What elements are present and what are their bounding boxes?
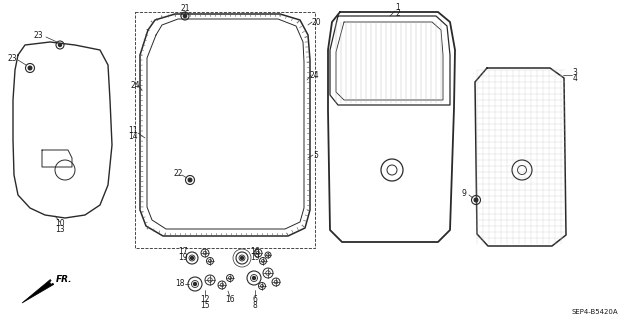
Text: 9: 9 <box>461 188 467 197</box>
Circle shape <box>253 276 255 279</box>
Text: 10: 10 <box>55 220 65 228</box>
Text: 16: 16 <box>250 247 260 257</box>
Text: 18: 18 <box>175 279 185 289</box>
Text: 23: 23 <box>7 53 17 62</box>
Text: 16: 16 <box>225 294 235 303</box>
Circle shape <box>474 198 478 202</box>
Text: 1: 1 <box>396 3 401 12</box>
Circle shape <box>58 44 61 46</box>
Circle shape <box>191 257 193 260</box>
Circle shape <box>188 178 192 182</box>
Text: 4: 4 <box>573 74 577 83</box>
Text: 13: 13 <box>55 225 65 234</box>
Text: 2: 2 <box>396 9 401 18</box>
Text: 24: 24 <box>130 81 140 90</box>
Text: FR.: FR. <box>56 275 72 284</box>
Text: 15: 15 <box>200 300 210 309</box>
Text: SEP4-B5420A: SEP4-B5420A <box>572 309 618 315</box>
Text: 23: 23 <box>33 30 43 39</box>
Text: 17: 17 <box>178 247 188 257</box>
Circle shape <box>184 14 187 18</box>
Text: 21: 21 <box>180 4 189 12</box>
Circle shape <box>28 66 32 70</box>
Text: 5: 5 <box>314 150 319 159</box>
Text: 24: 24 <box>309 70 319 79</box>
Text: 22: 22 <box>173 169 183 178</box>
Text: 20: 20 <box>311 18 321 27</box>
Text: 12: 12 <box>200 294 210 303</box>
Circle shape <box>241 257 243 260</box>
Text: 11: 11 <box>128 125 138 134</box>
Circle shape <box>193 283 196 285</box>
Text: 8: 8 <box>253 300 257 309</box>
Text: 19: 19 <box>250 252 260 261</box>
Text: 19: 19 <box>178 252 188 261</box>
Text: 14: 14 <box>128 132 138 140</box>
Text: 6: 6 <box>253 294 257 303</box>
Polygon shape <box>22 280 54 303</box>
Text: 3: 3 <box>573 68 577 76</box>
